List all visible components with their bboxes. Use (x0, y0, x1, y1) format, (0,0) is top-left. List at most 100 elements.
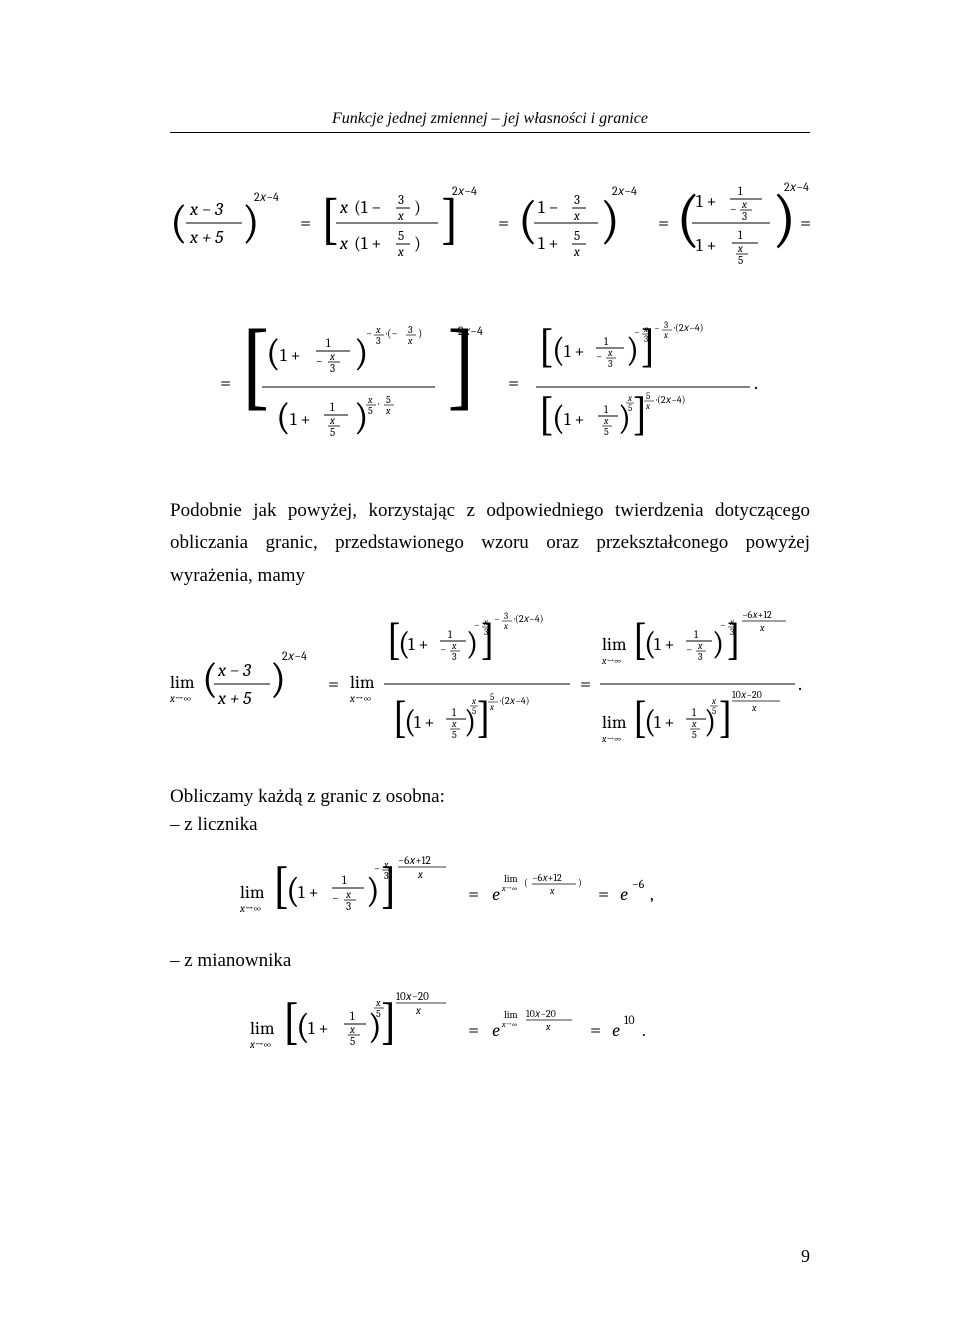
svg-text:x: x (397, 245, 404, 260)
svg-text:5: 5 (604, 426, 609, 438)
svg-text:1 +: 1 + (408, 634, 428, 655)
svg-text:.: . (754, 371, 758, 394)
svg-text:2𝑥−4: 2𝑥−4 (784, 180, 809, 194)
svg-text:−: − (316, 354, 323, 368)
svg-text:2𝑥−4: 2𝑥−4 (612, 184, 637, 198)
svg-text:−6𝑥+12: −6𝑥+12 (532, 872, 562, 884)
svg-text:x: x (645, 402, 651, 412)
svg-text:(: ( (518, 190, 538, 250)
svg-text:=: = (590, 1018, 601, 1041)
svg-text:,: , (650, 884, 654, 905)
svg-text:=: = (300, 211, 311, 234)
svg-text:x: x (545, 1021, 551, 1033)
equation-1: ( ) x − 3 x + 5 2𝑥−4 = [ ] x (1 − 3 x ) (170, 167, 810, 477)
sub-header: Obliczamy każdą z granic z osobna: (170, 786, 810, 808)
svg-text:): ) (414, 233, 421, 254)
svg-text:1 +: 1 + (654, 712, 674, 733)
svg-text:x→∞: x→∞ (250, 1038, 271, 1051)
svg-text:x→∞: x→∞ (601, 733, 621, 745)
svg-text:x: x (489, 703, 495, 713)
svg-text:3: 3 (574, 193, 580, 208)
svg-text:1: 1 (326, 336, 331, 350)
svg-text:10𝑥−20: 10𝑥−20 (732, 689, 762, 701)
svg-text:5: 5 (350, 1035, 355, 1048)
running-header: Funkcje jednej zmiennej – jej własności … (170, 110, 810, 133)
svg-text:5: 5 (628, 404, 632, 414)
svg-text:=: = (508, 371, 519, 394)
svg-text:3: 3 (346, 900, 351, 913)
svg-text:x: x (573, 209, 580, 224)
svg-text:e: e (492, 884, 500, 905)
svg-text:x: x (385, 405, 391, 417)
svg-text:−: − (366, 327, 372, 340)
svg-text:5: 5 (646, 392, 650, 402)
svg-text:.: . (642, 1020, 646, 1041)
svg-text:=: = (498, 211, 509, 234)
svg-text:1: 1 (738, 184, 743, 198)
svg-text:·: · (378, 397, 380, 410)
svg-text:1 +: 1 + (564, 409, 584, 430)
svg-text:x: x (339, 197, 349, 218)
svg-text:−: − (634, 326, 640, 338)
equation-2: lim x→∞ ( ) x − 3 x + 5 2𝑥−4 = lim x→∞ [… (170, 604, 810, 774)
svg-text:3: 3 (384, 870, 389, 882)
numerator-label: – z licznika (170, 814, 810, 836)
svg-text:=: = (468, 882, 479, 905)
svg-text:·(2𝑥−4): ·(2𝑥−4) (500, 695, 529, 707)
svg-text:5: 5 (376, 1008, 381, 1020)
svg-text:5: 5 (398, 229, 404, 244)
svg-text:3: 3 (608, 358, 613, 370)
svg-text:1 +: 1 + (280, 345, 300, 366)
svg-text:1 +: 1 + (290, 409, 310, 430)
svg-text:−6: −6 (632, 877, 645, 891)
svg-text:3: 3 (504, 612, 508, 622)
svg-text:1 +: 1 + (308, 1018, 328, 1039)
svg-text:x: x (751, 702, 757, 714)
svg-text:3: 3 (742, 210, 747, 223)
svg-text:3: 3 (698, 651, 703, 663)
equation-4: lim x→∞ [ ] ( ) 1 + 1 x 5 x 5 10𝑥−20 x =… (170, 984, 810, 1074)
svg-text:): ) (578, 877, 582, 889)
svg-text:x: x (549, 885, 555, 897)
svg-text:·(2𝑥−4): ·(2𝑥−4) (514, 613, 543, 625)
svg-text:1 +: 1 + (564, 341, 584, 362)
svg-text:2𝑥−4: 2𝑥−4 (458, 324, 483, 338)
svg-text:5: 5 (330, 426, 335, 439)
svg-text:x: x (573, 245, 580, 260)
svg-text:lim: lim (602, 712, 627, 733)
svg-text:5: 5 (490, 693, 494, 703)
svg-text:(: ( (202, 654, 218, 703)
svg-text:−: − (332, 891, 339, 905)
svg-text:3: 3 (644, 335, 648, 345)
svg-text:x→∞: x→∞ (240, 902, 261, 915)
svg-text:e: e (612, 1020, 620, 1041)
svg-text:3: 3 (452, 651, 457, 663)
svg-text:−: − (494, 613, 500, 625)
svg-text:x→∞: x→∞ (501, 1020, 518, 1029)
svg-text:x: x (417, 868, 423, 881)
svg-text:lim: lim (602, 634, 627, 655)
svg-text:1 +: 1 + (654, 634, 674, 655)
svg-text:e: e (620, 884, 628, 905)
svg-text:x − 3: x − 3 (217, 660, 252, 681)
denominator-label: – z mianownika (170, 950, 810, 972)
svg-text:3: 3 (664, 321, 668, 331)
svg-text:1 +: 1 + (696, 235, 716, 256)
svg-text:x→∞: x→∞ (501, 884, 518, 893)
svg-text:1 +: 1 + (696, 191, 716, 212)
svg-text:x: x (339, 233, 349, 254)
svg-text:): ) (366, 870, 380, 911)
svg-text:x→∞: x→∞ (601, 655, 621, 667)
equation-3: lim x→∞ [ ] ( ) 1 + 1 − x 3 − x 3 −6𝑥+12… (170, 848, 810, 938)
svg-text:3: 3 (330, 362, 335, 375)
svg-text:x→∞: x→∞ (170, 692, 191, 705)
svg-text:3: 3 (398, 193, 404, 208)
svg-text:(1 +: (1 + (354, 233, 381, 254)
paragraph-1: Podobnie jak powyżej, korzystając z odpo… (170, 495, 810, 592)
page-number: 9 (801, 1246, 810, 1267)
svg-text:=: = (800, 211, 810, 234)
svg-text:lim: lim (170, 672, 195, 693)
svg-text:1 −: 1 − (538, 197, 558, 218)
svg-text:e: e (492, 1020, 500, 1041)
svg-text:5: 5 (738, 254, 743, 267)
